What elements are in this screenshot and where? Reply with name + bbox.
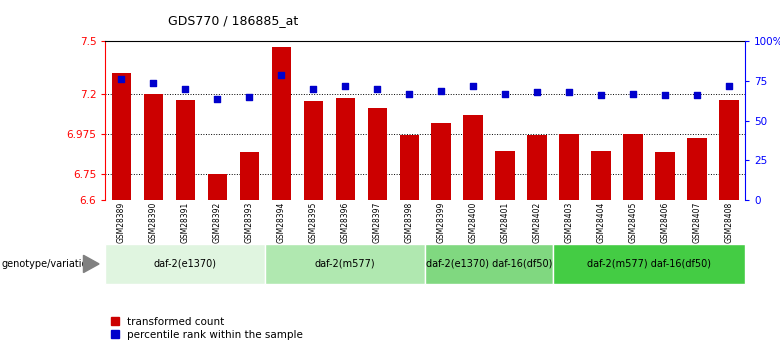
Text: GSM28397: GSM28397: [373, 201, 381, 243]
Text: GSM28393: GSM28393: [245, 201, 254, 243]
Bar: [527, 135, 547, 200]
Bar: [303, 101, 323, 200]
Point: [339, 83, 351, 89]
Point: [179, 86, 192, 92]
Point: [435, 88, 448, 93]
Text: GSM28401: GSM28401: [501, 201, 509, 243]
Text: GSM28399: GSM28399: [437, 201, 445, 243]
Point: [563, 89, 576, 95]
Text: GSM28395: GSM28395: [309, 201, 317, 243]
Point: [147, 80, 160, 86]
Bar: [591, 151, 611, 200]
Text: GSM28396: GSM28396: [341, 201, 349, 243]
Bar: [431, 122, 451, 200]
Text: GSM28403: GSM28403: [565, 201, 573, 243]
Text: GSM28389: GSM28389: [117, 201, 126, 243]
Text: GSM28390: GSM28390: [149, 201, 158, 243]
Point: [466, 83, 479, 89]
Point: [243, 94, 255, 100]
Point: [530, 89, 543, 95]
Point: [499, 91, 512, 97]
FancyBboxPatch shape: [553, 244, 745, 284]
Point: [722, 83, 735, 89]
Text: GSM28408: GSM28408: [725, 201, 733, 243]
Bar: [271, 47, 291, 200]
Text: daf-2(e1370): daf-2(e1370): [154, 259, 217, 269]
Text: GSM28405: GSM28405: [629, 201, 637, 243]
Bar: [719, 100, 739, 200]
Bar: [495, 151, 515, 200]
Point: [371, 86, 384, 92]
Text: GSM28406: GSM28406: [661, 201, 669, 243]
Bar: [399, 135, 419, 200]
Legend: transformed count, percentile rank within the sample: transformed count, percentile rank withi…: [111, 317, 303, 340]
Point: [658, 92, 671, 98]
Bar: [176, 100, 195, 200]
Bar: [239, 152, 259, 200]
Bar: [367, 108, 387, 200]
Text: GDS770 / 186885_at: GDS770 / 186885_at: [168, 14, 298, 27]
Point: [307, 86, 320, 92]
Bar: [463, 116, 483, 200]
FancyBboxPatch shape: [425, 244, 553, 284]
Text: GSM28391: GSM28391: [181, 201, 190, 243]
Text: GSM28404: GSM28404: [597, 201, 605, 243]
Point: [594, 92, 607, 98]
FancyBboxPatch shape: [265, 244, 425, 284]
Point: [115, 77, 128, 82]
Point: [691, 92, 704, 98]
Text: genotype/variation: genotype/variation: [2, 259, 94, 269]
Text: daf-2(m577): daf-2(m577): [315, 259, 375, 269]
Text: daf-2(m577) daf-16(df50): daf-2(m577) daf-16(df50): [587, 259, 711, 269]
Point: [626, 91, 639, 97]
Text: daf-2(e1370) daf-16(df50): daf-2(e1370) daf-16(df50): [426, 259, 552, 269]
Text: GSM28400: GSM28400: [469, 201, 477, 243]
Text: GSM28402: GSM28402: [533, 201, 541, 243]
Text: GSM28398: GSM28398: [405, 201, 413, 243]
Text: GSM28407: GSM28407: [693, 201, 701, 243]
Bar: [335, 98, 355, 200]
Point: [211, 96, 224, 101]
Bar: [112, 73, 131, 200]
Point: [402, 91, 415, 97]
Bar: [655, 152, 675, 200]
Bar: [623, 134, 643, 200]
Text: GSM28394: GSM28394: [277, 201, 285, 243]
Bar: [559, 134, 579, 200]
Text: GSM28392: GSM28392: [213, 201, 222, 243]
Bar: [687, 138, 707, 200]
FancyBboxPatch shape: [105, 244, 265, 284]
Bar: [144, 94, 163, 200]
Point: [275, 72, 287, 78]
Bar: [207, 174, 227, 200]
